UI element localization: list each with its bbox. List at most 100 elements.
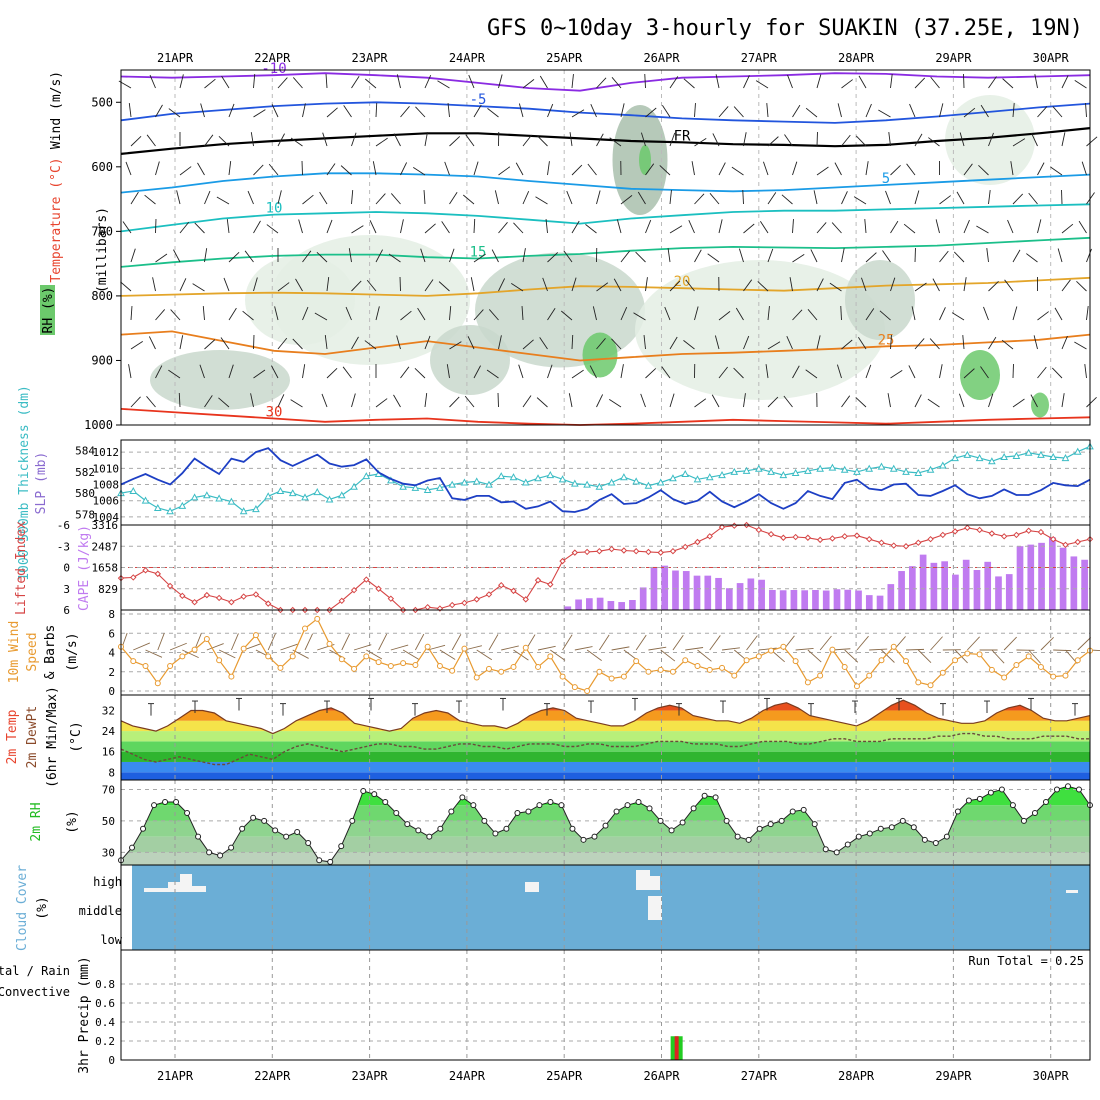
lifted-index-marker	[461, 599, 468, 607]
lifted-index-marker	[976, 526, 983, 534]
wind-barb-10m	[709, 635, 721, 651]
isotherm-line	[120, 72, 1091, 92]
ylabel-precip: 3hr Precip (mm)	[77, 956, 92, 1073]
wind-barb	[1026, 253, 1038, 263]
wind-barb	[903, 223, 916, 234]
wind-barb	[694, 103, 696, 118]
wind-barb	[718, 162, 726, 176]
wind-barb	[369, 220, 377, 234]
cape-bar	[650, 566, 658, 610]
wind-barb	[1007, 219, 1014, 234]
cape-bar	[715, 577, 722, 610]
thickness-marker	[902, 467, 910, 475]
lifted-index-tick-label: -6	[57, 519, 70, 532]
wind-barb	[1004, 279, 1014, 292]
rh-shading	[245, 255, 355, 345]
wind-barb-10m	[795, 647, 814, 651]
wind-barb	[683, 340, 695, 350]
lifted-index-marker	[694, 538, 701, 546]
wind-speed-marker	[1013, 662, 1020, 669]
lifted-index-marker	[939, 531, 947, 539]
wind-barb	[204, 190, 211, 205]
wind-barb	[914, 338, 925, 350]
wind-barb	[1028, 192, 1038, 205]
date-label-bottom: 24APR	[449, 1069, 486, 1083]
wind-barb	[253, 277, 258, 292]
wind-barb	[935, 219, 940, 234]
wind-barb	[939, 103, 944, 118]
cape-bar	[596, 597, 604, 610]
lifted-index-marker	[829, 535, 836, 542]
isotherm-label: 10	[266, 201, 283, 217]
wind-barb-10m	[991, 649, 1005, 664]
rh-band	[121, 789, 1090, 806]
lifted-index-marker	[988, 530, 996, 537]
slp-tick-label: 1012	[93, 446, 120, 459]
wind-barb	[218, 135, 230, 147]
temp-bands	[121, 700, 1090, 780]
wind-barb-10m	[145, 649, 163, 658]
wind-barb	[388, 253, 401, 263]
date-label-top: 30APR	[1033, 51, 1070, 65]
wind-barb	[1037, 219, 1042, 234]
wind-barb	[366, 279, 377, 292]
wind-barb	[645, 277, 648, 292]
wind-barb	[424, 335, 431, 350]
wind-barb	[253, 369, 266, 379]
rh-marker	[888, 824, 895, 831]
wind-barb	[179, 74, 184, 89]
rh-marker	[448, 808, 455, 815]
thickness-marker	[791, 468, 800, 476]
wind-barb	[302, 364, 306, 379]
wind-barb	[424, 279, 434, 292]
thickness-marker	[239, 507, 248, 515]
lifted-index-marker	[473, 596, 480, 603]
wind-barb	[585, 224, 597, 234]
wind-barb	[414, 367, 426, 379]
wind-speed-marker	[363, 653, 370, 660]
wind-barb	[731, 166, 744, 176]
wind-barb	[348, 248, 352, 263]
wind-barb	[813, 190, 818, 205]
wind-barb	[792, 253, 805, 263]
lifted-index-marker	[424, 603, 431, 611]
thickness-marker	[877, 462, 886, 470]
rh-marker	[162, 799, 169, 806]
cape-bar	[564, 606, 572, 610]
wind-barb	[767, 341, 781, 350]
thickness-marker	[767, 467, 775, 475]
wind-speed-marker	[633, 658, 640, 665]
wind-barb	[539, 337, 548, 350]
wind-barb	[522, 134, 532, 147]
wind-barb	[959, 132, 965, 147]
wind-barb	[173, 249, 181, 263]
wind-barb	[242, 310, 254, 321]
wind-barb	[890, 277, 896, 292]
thickness-marker	[546, 471, 555, 479]
cape-bar	[844, 589, 852, 610]
rh-marker	[503, 825, 510, 832]
lifted-index-marker	[1013, 531, 1020, 539]
wind-barb-10m	[550, 649, 566, 661]
wind-barb	[735, 307, 744, 321]
cape-bar	[801, 590, 809, 610]
wind-barb	[168, 369, 181, 379]
wind-barb	[743, 223, 755, 234]
lifted-index-marker	[804, 534, 812, 541]
wind-barb	[888, 132, 891, 147]
wind-speed-marker	[915, 679, 922, 686]
cape-bar	[1081, 559, 1088, 610]
wind-barb	[228, 251, 240, 263]
wind-barb	[836, 364, 842, 379]
rh-marker	[767, 821, 774, 828]
wind-barb	[783, 395, 793, 408]
lifted-index-marker	[191, 599, 198, 606]
thickness-marker	[718, 471, 726, 479]
wind-barb	[302, 194, 314, 205]
ylabel-rh-2m: 2m RH	[29, 802, 44, 841]
cape-bar	[1070, 556, 1078, 610]
rh-marker	[602, 822, 609, 829]
wind-barb	[1061, 279, 1071, 292]
thickness-tick-label: 578	[75, 508, 95, 521]
rh-marker	[701, 792, 708, 799]
